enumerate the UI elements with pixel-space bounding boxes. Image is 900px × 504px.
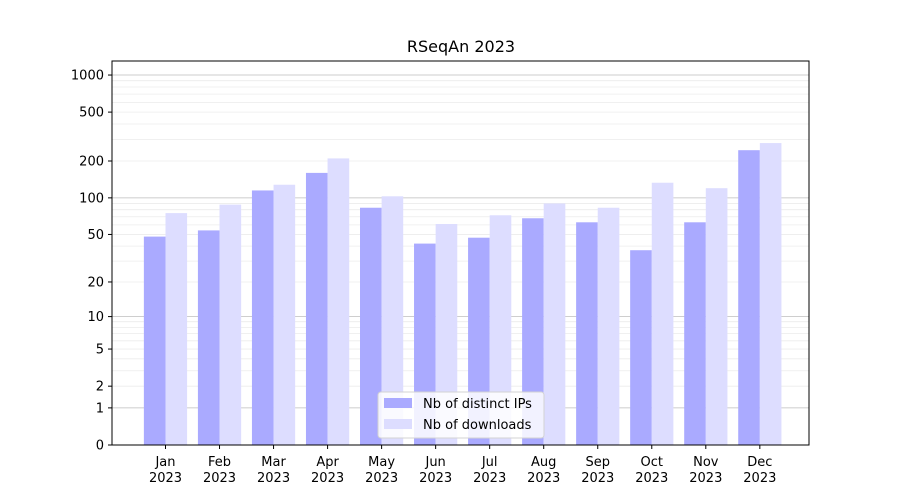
x-tick-label: Jul 2023 [473, 455, 506, 486]
x-tick-label: Aug 2023 [527, 455, 560, 486]
bar-distinct-ips [684, 222, 706, 445]
x-axis-ticks: Jan 2023 Feb 2023 Mar 2023 Apr 2023 May 2023 Jun 20… [149, 445, 776, 486]
y-tick-label: 200 [79, 155, 104, 170]
y-tick-label: 20 [87, 275, 104, 290]
y-tick-label: 50 [87, 228, 104, 243]
x-tick-label: Jan 2023 [149, 455, 182, 486]
bar-distinct-ips [251, 190, 274, 445]
x-tick-label: Jun 2023 [419, 455, 452, 486]
bars [143, 143, 782, 446]
y-tick-label: 10 [87, 310, 104, 325]
x-tick-label: Dec 2023 [743, 455, 776, 486]
x-tick-label: Nov 2023 [689, 455, 722, 486]
bar-downloads [381, 196, 404, 445]
bar-downloads [543, 203, 566, 445]
bar-distinct-ips [197, 230, 220, 445]
x-tick-label: Oct 2023 [635, 455, 668, 486]
legend-label: Nb of distinct IPs [423, 397, 532, 412]
bar-downloads [219, 204, 242, 445]
y-tick-label: 2 [96, 380, 104, 395]
bar-distinct-ips [576, 222, 598, 445]
bar-distinct-ips [522, 218, 544, 445]
y-tick-label: 0 [96, 439, 104, 454]
legend: Nb of distinct IPs Nb of downloads [377, 391, 545, 439]
x-tick-label: Apr 2023 [311, 455, 344, 486]
x-tick-label: Mar 2023 [257, 455, 290, 486]
y-tick-label: 100 [79, 191, 104, 206]
bar-distinct-ips [630, 250, 652, 445]
legend-label: Nb of downloads [423, 418, 532, 433]
legend-swatch [384, 419, 412, 429]
legend-swatch [384, 398, 412, 408]
bar-downloads [327, 158, 350, 445]
bar-downloads [651, 182, 674, 445]
bar-downloads [435, 223, 458, 445]
bar-downloads [273, 184, 296, 445]
chart-title: RSeqAn 2023 [407, 37, 515, 56]
y-tick-label: 5 [96, 343, 104, 358]
bar-distinct-ips [143, 236, 166, 445]
bar-downloads [165, 213, 188, 445]
y-tick-label: 500 [79, 106, 104, 121]
bar-downloads [597, 207, 620, 445]
plot-frame [111, 60, 810, 446]
x-tick-label: Sep 2023 [581, 455, 614, 486]
bar-downloads [489, 215, 512, 445]
bar-distinct-ips [738, 150, 760, 446]
y-tick-label: 1000 [71, 69, 104, 84]
x-tick-label: Feb 2023 [203, 455, 236, 486]
bar-distinct-ips [305, 172, 328, 446]
legend-box [377, 391, 545, 439]
x-tick-label: May 2023 [365, 455, 398, 486]
bar-downloads [759, 143, 782, 445]
y-tick-label: 1 [96, 401, 104, 416]
bar-distinct-ips [360, 207, 382, 445]
y-axis-ticks: 0 1 2 5 10 20 50 100 200 500 1000 [71, 69, 112, 454]
bar-downloads [705, 188, 728, 445]
